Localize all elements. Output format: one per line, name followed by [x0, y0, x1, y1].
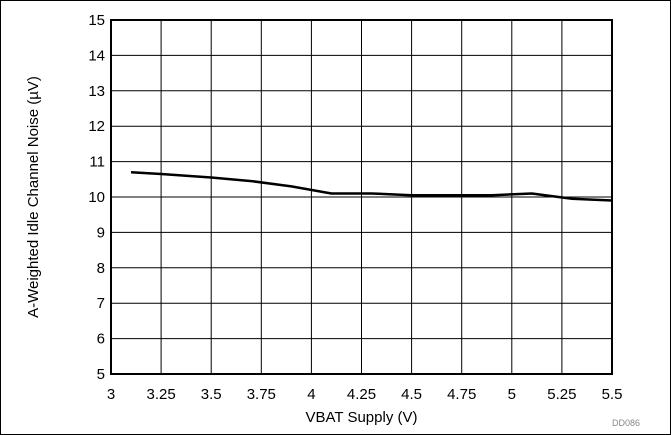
- x-tick-label: 4.75: [447, 386, 476, 403]
- x-tick-label: 3: [107, 386, 115, 403]
- x-tick-label: 3.25: [146, 386, 175, 403]
- y-tick-label: 9: [97, 224, 105, 241]
- y-tick-label: 10: [88, 189, 105, 206]
- x-tick-label: 3.5: [201, 386, 222, 403]
- grid: [110, 19, 613, 375]
- y-tick-label: 14: [88, 47, 105, 64]
- x-tick-label: 4.25: [347, 386, 376, 403]
- y-tick-label: 11: [89, 154, 105, 171]
- x-tick-label: 4.5: [401, 386, 422, 403]
- x-tick-label: 5: [508, 386, 516, 403]
- series-lines: [130, 170, 613, 202]
- x-tick-label: 5.5: [602, 386, 623, 403]
- x-axis-label: VBAT Supply (V): [306, 409, 418, 426]
- y-tick-label: 8: [97, 260, 105, 277]
- y-tick-label: 7: [97, 295, 105, 312]
- y-tick-label: 13: [88, 83, 105, 100]
- tick-labels: 3 3.25 3.5 3.75 4 4.25 4.5 4.75 5 5.25 5.5 5 6 7 8 9 10 1…: [88, 12, 622, 403]
- y-tick-label: 15: [88, 12, 105, 29]
- y-tick-label: 5: [97, 366, 105, 383]
- x-tick-label: 3.75: [247, 386, 276, 403]
- series-line: [130, 170, 613, 202]
- figure-code: DD086: [612, 418, 640, 428]
- x-tick-label: 5.25: [547, 386, 576, 403]
- y-tick-label: 6: [97, 331, 105, 348]
- y-tick-label: 12: [88, 118, 105, 135]
- x-tick-label: 4: [307, 386, 315, 403]
- plot-area: [110, 19, 613, 375]
- y-axis-label: A-Weighted Idle Channel Noise (µV): [25, 76, 42, 318]
